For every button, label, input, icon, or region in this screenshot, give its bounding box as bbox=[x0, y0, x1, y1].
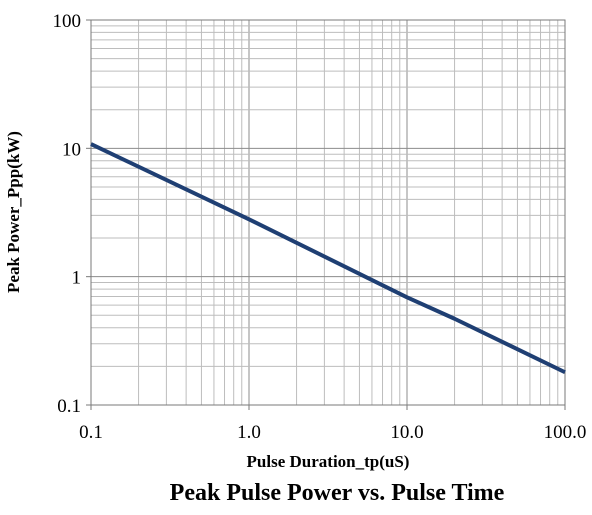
tick-label-layer: 0.1 1.0 10.0 100.0 0.1 1 10 100 bbox=[53, 11, 587, 443]
x-tick-label: 10.0 bbox=[390, 422, 423, 443]
y-tick-label: 10 bbox=[62, 139, 81, 160]
series-line bbox=[90, 142, 566, 375]
x-tick-label: 1.0 bbox=[237, 422, 261, 443]
y-tick-label: 1 bbox=[72, 268, 82, 289]
x-tick-label: 100.0 bbox=[544, 422, 587, 443]
y-tick-label: 100 bbox=[53, 11, 82, 32]
plot-area-frame bbox=[90, 19, 566, 406]
x-axis-title: Pulse Duration_tp(uS) bbox=[247, 452, 410, 471]
x-tick-label: 0.1 bbox=[79, 422, 103, 443]
series-layer bbox=[90, 142, 566, 375]
grid-layer bbox=[90, 19, 566, 406]
axis-layer bbox=[86, 19, 566, 410]
chart-title: Peak Pulse Power vs. Pulse Time bbox=[170, 480, 505, 506]
y-tick-label: 0.1 bbox=[57, 396, 81, 417]
y-axis-title: Peak Power_Ppp(kW) bbox=[4, 131, 23, 293]
